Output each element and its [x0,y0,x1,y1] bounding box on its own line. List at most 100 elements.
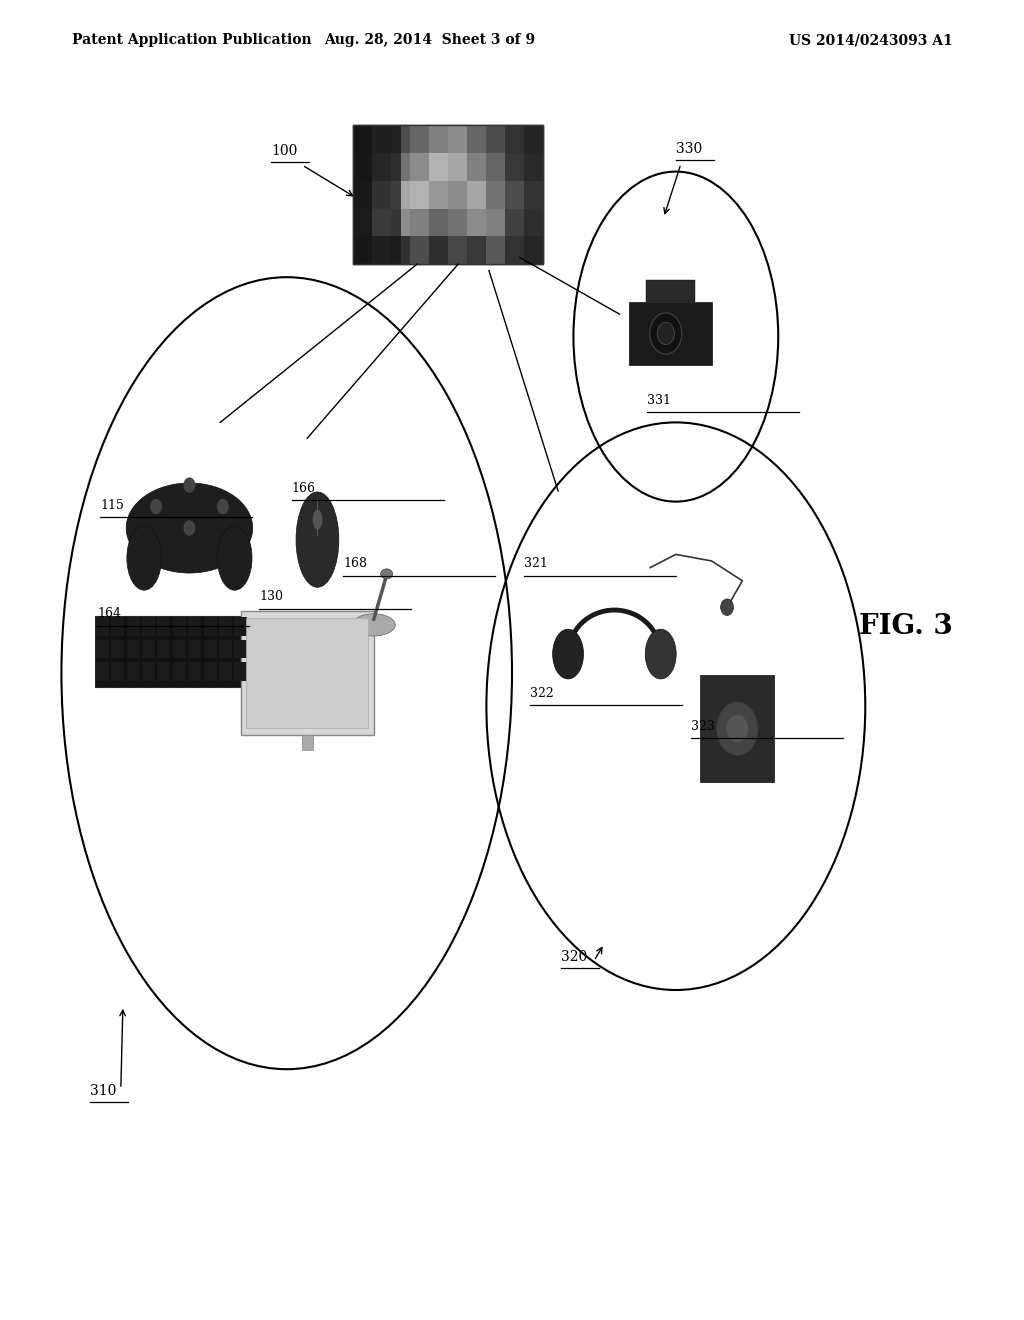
Bar [353,125,373,153]
Bar [505,236,523,264]
Bar [410,125,429,153]
Bar [485,181,505,209]
Bar [173,663,186,681]
Ellipse shape [650,313,682,354]
Text: 331: 331 [647,393,671,407]
Bar [188,616,201,635]
Bar [449,153,467,181]
Bar [485,236,505,264]
Text: 115: 115 [100,499,124,512]
Text: Patent Application Publication: Patent Application Publication [72,33,311,48]
Bar [95,615,249,686]
Bar [485,209,505,236]
Bar [127,616,139,635]
Bar [219,663,232,681]
Bar [410,236,429,264]
Ellipse shape [721,599,733,615]
Bar [204,663,217,681]
Bar [373,209,391,236]
Text: 166: 166 [292,482,315,495]
Bar [373,125,391,153]
Bar [646,280,695,302]
Bar [112,616,125,635]
Bar [219,639,232,659]
Bar [523,125,543,153]
Bar [241,611,374,735]
Ellipse shape [183,478,196,492]
Bar [429,181,449,209]
Bar [505,181,523,209]
Text: 310: 310 [90,1084,117,1098]
Bar [449,209,467,236]
Bar [505,209,523,236]
Text: 323: 323 [691,719,715,733]
Ellipse shape [717,702,758,755]
Bar [188,663,201,681]
Text: 168: 168 [343,557,367,570]
Bar [485,153,505,181]
Bar [391,153,410,181]
Bar [700,675,774,783]
Bar [173,616,186,635]
Bar [234,639,248,659]
Bar [373,181,391,209]
Bar [467,209,485,236]
Bar [353,125,400,264]
Bar [353,181,373,209]
Ellipse shape [217,499,228,515]
Bar [142,639,156,659]
Ellipse shape [657,322,675,345]
Bar [449,181,467,209]
Text: Aug. 28, 2014  Sheet 3 of 9: Aug. 28, 2014 Sheet 3 of 9 [325,33,536,48]
Bar [410,153,429,181]
Bar [234,663,248,681]
Bar [158,663,171,681]
Bar [127,639,139,659]
Bar [158,639,171,659]
Bar [219,616,232,635]
Bar [467,236,485,264]
Bar [467,153,485,181]
Ellipse shape [126,483,253,573]
Bar [505,125,523,153]
Text: 130: 130 [259,590,283,603]
Bar [449,125,467,153]
Bar [429,209,449,236]
Ellipse shape [312,510,323,529]
Ellipse shape [183,520,196,536]
Bar [467,125,485,153]
Bar [410,181,429,209]
Bar [246,618,369,729]
Ellipse shape [352,614,395,636]
Bar [391,125,410,153]
Bar [449,236,467,264]
Bar [158,616,171,635]
Bar [204,616,217,635]
Bar [429,153,449,181]
Bar [234,616,248,635]
Text: 330: 330 [676,141,702,156]
Text: 320: 320 [561,949,588,964]
Bar [353,209,373,236]
Bar [353,125,543,264]
Text: 321: 321 [524,557,548,570]
Bar [142,663,156,681]
Bar [629,302,713,366]
Bar [127,663,139,681]
Bar [410,209,429,236]
Bar [523,153,543,181]
Bar [96,616,110,635]
Bar [391,181,410,209]
Bar [173,639,186,659]
Bar [391,209,410,236]
Bar [429,125,449,153]
Bar [485,125,505,153]
Bar [505,153,523,181]
Text: 322: 322 [530,686,554,700]
Ellipse shape [553,630,584,678]
Bar [353,153,373,181]
Ellipse shape [127,525,162,590]
Bar [373,236,391,264]
Text: 100: 100 [271,144,298,158]
Bar [523,181,543,209]
